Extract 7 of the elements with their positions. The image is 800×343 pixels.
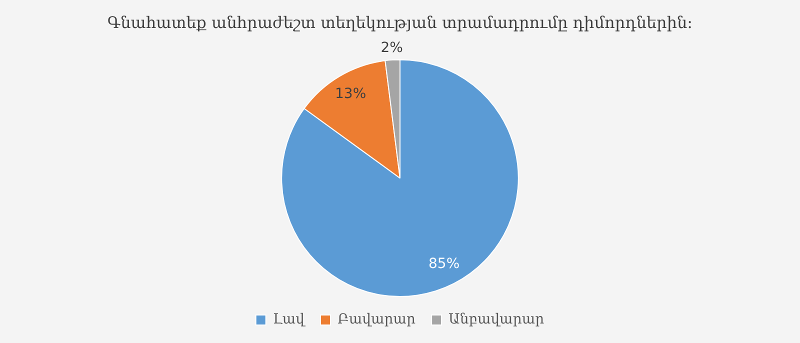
data-label: 13% xyxy=(335,86,366,102)
legend-label: Լավ xyxy=(272,312,306,328)
data-label: 85% xyxy=(428,256,460,272)
chart-title: Գնահատեք անհրաժեշտ տեղեկության տրամադրումը դիմորդներին: xyxy=(107,12,693,32)
data-label: 2% xyxy=(380,40,403,56)
legend-label: Բավարար xyxy=(338,312,416,328)
legend-label: Անբավարար xyxy=(448,312,544,328)
